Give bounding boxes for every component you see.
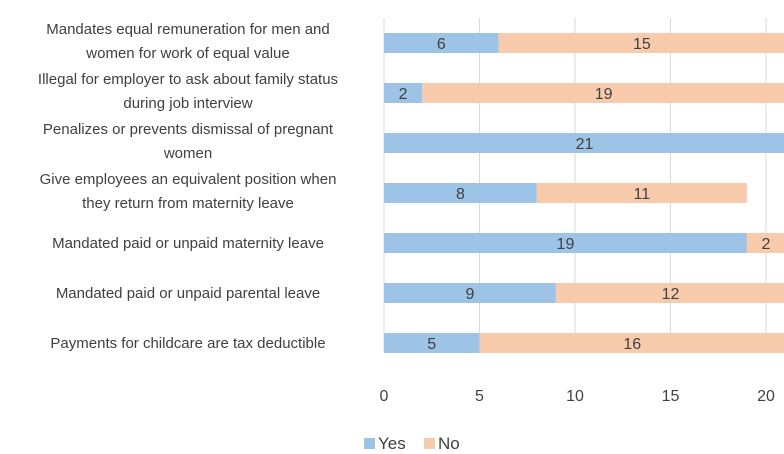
legend-swatch-yes [364, 438, 375, 449]
data-label: 8 [456, 186, 465, 203]
bar-yes [384, 283, 556, 303]
category-label: Penalizes or prevents dismissal of pregn… [43, 121, 334, 138]
bar-no [746, 233, 784, 253]
category-label: Give employees an equivalent position wh… [40, 171, 337, 188]
data-label: 16 [623, 336, 641, 353]
data-label: 2 [762, 236, 771, 253]
x-tick-label: 10 [566, 388, 584, 405]
category-label: women for work of equal value [85, 45, 289, 62]
data-label: 12 [662, 286, 680, 303]
x-tick-label: 15 [662, 388, 680, 405]
category-label: Illegal for employer to ask about family… [38, 71, 338, 88]
legend-label-yes: Yes [378, 434, 406, 453]
data-label: 11 [634, 186, 651, 203]
data-label: 15 [633, 36, 651, 53]
x-tick-label: 5 [475, 388, 484, 405]
data-label: 19 [595, 86, 613, 103]
bar-no [536, 183, 747, 203]
bar-yes [384, 83, 423, 103]
category-label: women [163, 145, 212, 162]
category-label: Payments for childcare are tax deductibl… [50, 335, 325, 352]
category-label: Mandated paid or unpaid maternity leave [52, 235, 324, 252]
bar-no [498, 33, 784, 53]
data-label: 21 [576, 136, 594, 153]
data-label: 2 [399, 86, 408, 103]
x-tick-label: 0 [380, 388, 389, 405]
category-label: during job interview [123, 95, 252, 112]
legend-label-no: No [438, 434, 460, 453]
category-label: Mandates equal remuneration for men and [46, 21, 330, 38]
data-label: 6 [437, 36, 446, 53]
bar-no [555, 283, 784, 303]
bar-no [479, 333, 784, 353]
category-label: Mandated paid or unpaid parental leave [56, 285, 320, 302]
data-label: 5 [427, 336, 436, 353]
bar-yes [384, 33, 499, 53]
data-label: 19 [557, 236, 575, 253]
category-label: they return from maternity leave [82, 195, 294, 212]
bar-yes [384, 233, 747, 253]
bar-no [422, 83, 784, 103]
bar-yes [384, 183, 537, 203]
x-tick-label: 20 [757, 388, 775, 405]
bar-yes [384, 333, 480, 353]
bar-yes [384, 133, 784, 153]
legend-swatch-no [424, 438, 435, 449]
data-label: 9 [465, 286, 474, 303]
